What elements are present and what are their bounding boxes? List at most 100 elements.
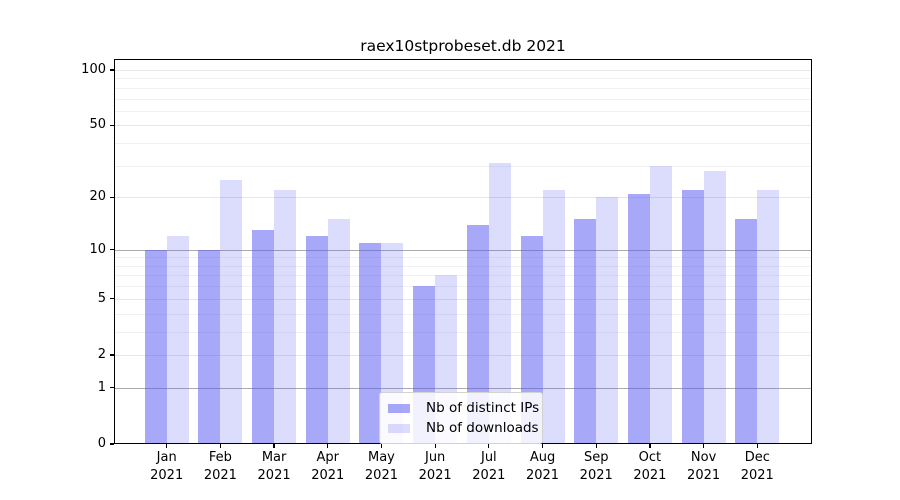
legend: Nb of distinct IPs Nb of downloads [379, 392, 543, 444]
bar-distinct-ips [466, 224, 489, 444]
y-tick-mark [109, 387, 114, 389]
chart-title: raex10stprobeset.db 2021 [360, 37, 566, 55]
x-tick-year: 2021 [740, 467, 774, 483]
x-tick-label: May 2021 [349, 449, 413, 484]
gridline-minor [114, 286, 812, 288]
gridline-minor [114, 98, 812, 100]
x-tick-label: Jun 2021 [403, 449, 467, 484]
y-tick-label: 10 [89, 241, 106, 257]
y-tick-label: 2 [97, 346, 106, 362]
x-tick-month: Sep [583, 450, 609, 465]
x-tick-month: Oct [638, 450, 662, 465]
y-tick-mark [109, 354, 114, 356]
gridline-minor [114, 275, 812, 277]
bar-distinct-ips [198, 249, 221, 444]
x-tick-year: 2021 [525, 467, 560, 483]
bar-downloads [542, 189, 565, 444]
x-tick-mark [488, 444, 490, 448]
x-tick-mark [380, 444, 383, 448]
legend-swatch-distinct-ips [388, 403, 410, 413]
x-tick-mark [434, 444, 436, 448]
bar-downloads [274, 189, 297, 444]
gridline-minor [114, 313, 812, 315]
x-tick-year: 2021 [150, 467, 184, 483]
bar-distinct-ips [305, 236, 328, 444]
x-tick-month: Jul [480, 450, 497, 465]
x-tick-year: 2021 [633, 467, 667, 483]
bar-downloads [166, 236, 189, 444]
x-tick-month: Aug [529, 450, 556, 465]
plot-area: Nb of distinct IPs Nb of downloads [114, 59, 812, 444]
x-tick-year: 2021 [472, 467, 506, 483]
y-tick-mark [109, 249, 114, 251]
x-tick-label: Sep 2021 [564, 449, 628, 484]
y-tick-label: 50 [89, 117, 106, 133]
gridline-minor [114, 87, 812, 89]
axis-spine-right [810, 59, 812, 444]
bar-distinct-ips [252, 230, 275, 444]
x-tick-year: 2021 [203, 467, 237, 483]
x-tick-label: Apr 2021 [296, 449, 360, 484]
bar-downloads [327, 219, 350, 444]
x-tick-month: Dec [744, 450, 770, 465]
x-tick-label: Dec 2021 [725, 449, 789, 484]
x-tick-month: Jun [424, 450, 446, 465]
x-tick-label: Mar 2021 [242, 449, 306, 484]
x-tick-year: 2021 [687, 467, 721, 483]
x-tick-mark [649, 444, 651, 448]
gridline-minor [114, 143, 812, 145]
gridline-emphasized [114, 387, 812, 389]
x-tick-year: 2021 [311, 467, 345, 483]
x-tick-label: Feb 2021 [188, 449, 252, 484]
y-tick-label: 20 [89, 189, 106, 205]
x-tick-mark [595, 444, 597, 448]
y-tick-label: 100 [81, 62, 106, 77]
x-tick-month: Jan [156, 450, 177, 465]
x-tick-mark [219, 444, 222, 448]
x-tick-year: 2021 [418, 467, 452, 483]
x-tick-month: May [368, 450, 395, 465]
y-tick-mark [109, 69, 114, 71]
x-tick-mark [541, 444, 544, 448]
x-tick-month: Nov [690, 450, 717, 465]
axis-spine-left [114, 59, 116, 444]
x-tick-mark [273, 444, 275, 448]
legend-label-downloads: Nb of downloads [426, 420, 539, 436]
y-tick-mark [109, 298, 114, 300]
gridline-major [114, 197, 812, 199]
x-tick-mark [327, 444, 329, 448]
bar-distinct-ips [144, 249, 167, 444]
gridline-minor [114, 165, 812, 167]
legend-item-downloads: Nb of downloads [386, 418, 539, 438]
x-tick-label: Jul 2021 [457, 449, 521, 484]
legend-swatch-downloads [388, 423, 410, 433]
y-tick-label: 1 [97, 379, 106, 395]
gridline-minor [114, 265, 812, 267]
x-tick-year: 2021 [364, 467, 398, 483]
bar-downloads [757, 189, 780, 444]
x-tick-mark [756, 444, 758, 448]
x-tick-year: 2021 [579, 467, 613, 483]
x-tick-month: Mar [261, 450, 287, 465]
bar-downloads [220, 179, 243, 444]
gridline-minor [114, 110, 812, 112]
y-tick-mark [109, 196, 114, 198]
legend-label-distinct-ips: Nb of distinct IPs [426, 400, 540, 416]
y-tick-mark [109, 124, 114, 127]
bar-downloads [649, 165, 672, 444]
x-tick-label: Jan 2021 [135, 449, 199, 484]
gridline-emphasized [114, 249, 812, 251]
axis-spine-top [114, 59, 812, 61]
bar-distinct-ips [574, 219, 597, 444]
bar-downloads [488, 163, 511, 444]
x-tick-month: Feb [208, 450, 232, 465]
bar-downloads [703, 171, 726, 444]
x-tick-label: Nov 2021 [672, 449, 736, 484]
gridline-minor [114, 331, 812, 333]
x-tick-mark [702, 444, 705, 448]
legend-item-distinct-ips: Nb of distinct IPs [386, 398, 540, 418]
x-tick-year: 2021 [257, 467, 291, 483]
bar-distinct-ips [359, 242, 382, 444]
gridline-minor [114, 78, 812, 80]
